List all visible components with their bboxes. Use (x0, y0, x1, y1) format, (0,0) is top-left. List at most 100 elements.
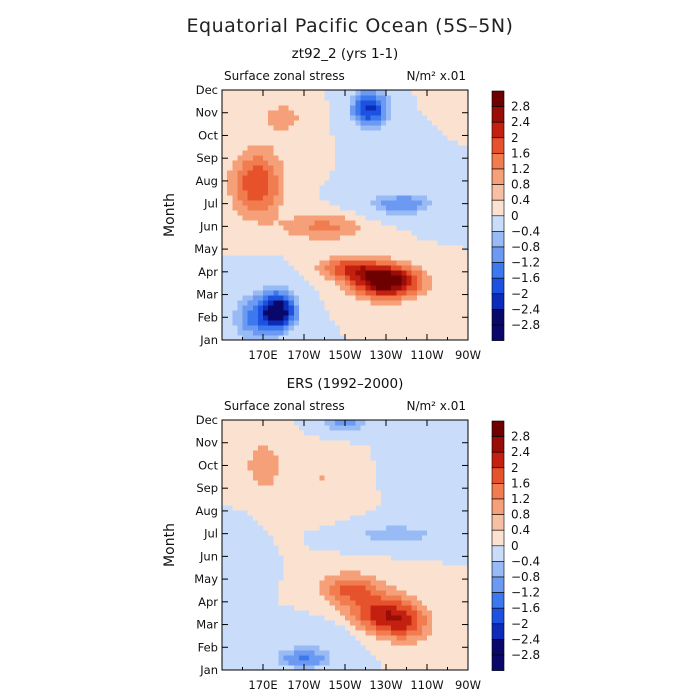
field-cell (452, 280, 459, 286)
field-cell (360, 625, 367, 631)
field-cell (360, 335, 367, 341)
field-cell (406, 495, 413, 501)
field-cell (334, 485, 341, 491)
field-cell (411, 125, 418, 131)
field-cell (319, 315, 326, 321)
field-cell (257, 640, 264, 646)
field-cell (360, 115, 367, 121)
field-cell (391, 435, 397, 441)
field-cell (406, 575, 413, 581)
field-cell (380, 565, 387, 571)
field-cell (298, 475, 305, 481)
field-cell (406, 260, 413, 266)
field-cell (222, 240, 228, 246)
field-cell (437, 475, 443, 481)
field-cell (462, 165, 469, 171)
field-cell (319, 580, 326, 586)
field-cell (462, 515, 469, 521)
field-cell (350, 155, 356, 161)
field-cell (462, 330, 469, 336)
field-cell (252, 320, 259, 326)
field-cell (293, 510, 300, 516)
field-cell (380, 145, 387, 151)
field-cell (380, 430, 387, 436)
field-cell (273, 525, 279, 531)
field-cell (252, 460, 259, 466)
y-tick-label: Oct (198, 128, 218, 142)
field-cell (252, 120, 259, 126)
field-cell (427, 175, 433, 181)
field-cell (263, 155, 269, 161)
field-cell (447, 600, 454, 606)
field-cell (339, 280, 346, 286)
field-cell (365, 200, 372, 206)
field-cell (427, 140, 433, 146)
field-cell (334, 665, 341, 671)
field-cell (370, 590, 377, 596)
field-cell (370, 220, 377, 226)
field-cell (339, 155, 346, 161)
field-cell (457, 420, 464, 426)
field-cell (452, 225, 459, 231)
field-cell (427, 320, 433, 326)
field-cell (257, 275, 264, 281)
field-cell (365, 440, 372, 446)
field-cell (222, 275, 228, 281)
field-cell (293, 110, 300, 116)
field-cell (391, 305, 397, 311)
field-cell (432, 550, 438, 556)
field-cell (355, 460, 361, 466)
field-cell (442, 430, 449, 436)
field-cell (380, 275, 387, 281)
field-cell (355, 600, 361, 606)
field-cell (329, 500, 336, 506)
field-cell (252, 555, 259, 561)
field-cell (268, 125, 274, 131)
field-cell (232, 420, 238, 426)
field-cell (278, 495, 285, 501)
field-cell (278, 620, 285, 626)
field-cell (257, 535, 264, 541)
field-cell (293, 185, 300, 191)
field-cell (257, 130, 264, 136)
colorbar-swatch (491, 498, 505, 515)
field-cell (360, 520, 367, 526)
field-cell (447, 335, 454, 341)
field-cell (298, 200, 305, 206)
field-cell (396, 315, 402, 321)
field-cell (462, 580, 469, 586)
field-cell (222, 330, 228, 336)
field-cell (263, 630, 269, 636)
field-cell (375, 495, 382, 501)
field-cell (304, 500, 310, 506)
field-cell (288, 665, 295, 671)
field-cell (334, 305, 341, 311)
field-cell (252, 665, 259, 671)
field-cell (283, 230, 290, 236)
field-cell (324, 475, 331, 481)
field-cell (329, 605, 336, 611)
field-cell (421, 480, 428, 486)
field-cell (263, 560, 269, 566)
field-cell (324, 625, 331, 631)
field-cell (283, 165, 290, 171)
field-cell (319, 585, 326, 591)
field-cell (222, 630, 228, 636)
field-cell (237, 230, 244, 236)
field-cell (396, 325, 402, 331)
field-cell (345, 290, 351, 296)
field-cell (462, 565, 469, 571)
field-cell (334, 105, 341, 111)
field-cell (252, 335, 259, 341)
field-cell (247, 445, 254, 451)
field-cell (427, 655, 433, 661)
field-cell (457, 170, 464, 176)
field-cell (283, 625, 290, 631)
field-cell (380, 630, 387, 636)
field-cell (345, 285, 351, 291)
field-cell (457, 325, 464, 331)
field-cell (365, 300, 372, 306)
field-cell (355, 445, 361, 451)
field-cell (298, 305, 305, 311)
field-cell (411, 95, 418, 101)
